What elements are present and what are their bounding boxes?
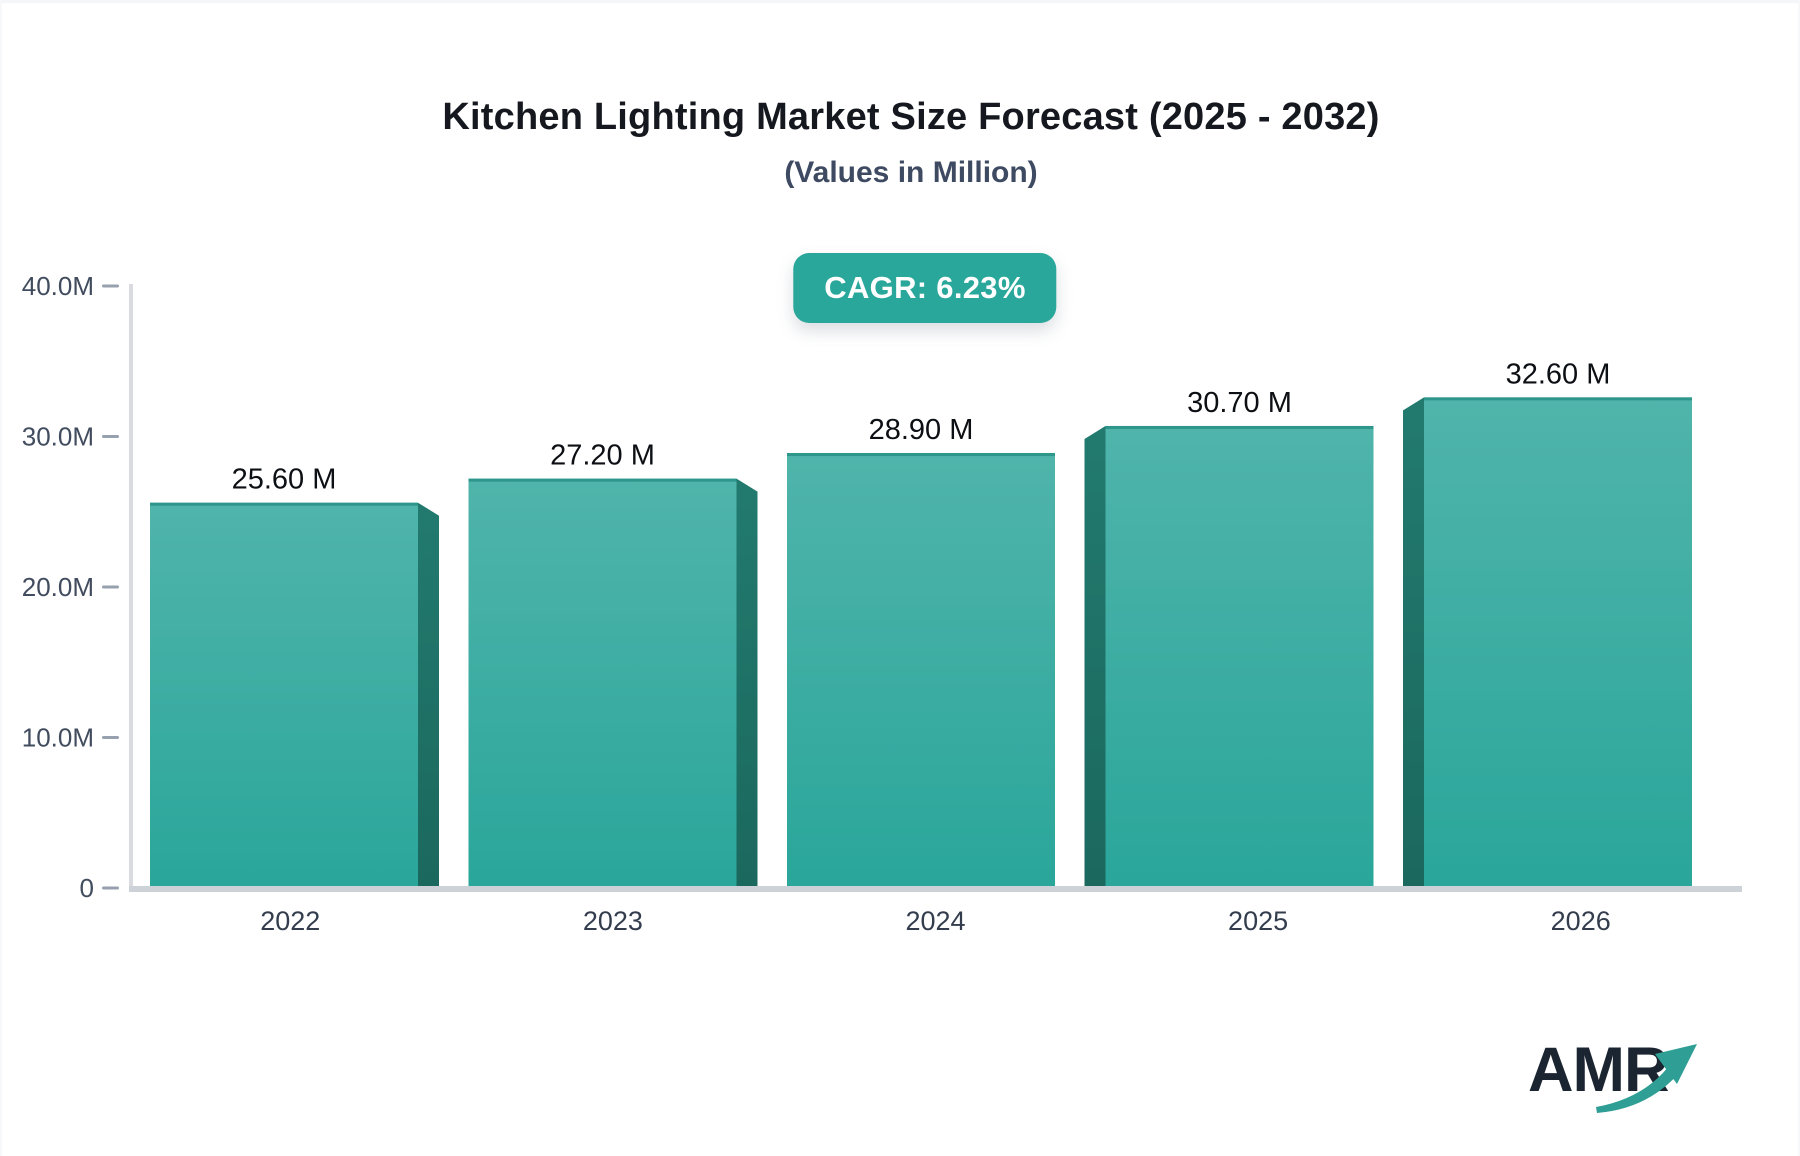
bar-top-edge-2026 xyxy=(1424,397,1692,401)
y-tick xyxy=(102,886,119,890)
bar-2025 xyxy=(1105,425,1374,888)
amr-logo: AMR xyxy=(1528,1035,1697,1113)
y-tick-label: 0 xyxy=(80,873,94,903)
y-tick xyxy=(102,435,119,438)
y-tick-label: 40.0M xyxy=(22,271,94,301)
bar-side-2026 xyxy=(1403,397,1424,888)
cagr-badge: CAGR: 6.23% xyxy=(793,253,1057,323)
x-axis-label: 2025 xyxy=(1228,906,1288,936)
bar-top-edge-2024 xyxy=(787,453,1055,457)
bar-2022 xyxy=(150,502,418,888)
x-axis-label: 2023 xyxy=(583,906,643,936)
bar-value-label: 32.60 M xyxy=(1506,358,1611,390)
y-tick xyxy=(102,284,119,288)
bar-2026 xyxy=(1424,397,1692,888)
bar-side-2023 xyxy=(736,478,758,888)
bar-value-label: 30.70 M xyxy=(1187,387,1292,419)
x-axis-line xyxy=(129,886,1742,892)
y-axis-line xyxy=(129,284,133,890)
y-tick xyxy=(102,585,119,589)
bar-top-edge-2025 xyxy=(1105,425,1374,429)
bar-2023 xyxy=(468,478,737,888)
bar-side-2025 xyxy=(1084,425,1106,888)
x-axis-label: 2022 xyxy=(260,906,320,936)
x-axis-label: 2026 xyxy=(1551,906,1611,936)
y-tick-label: 20.0M xyxy=(22,572,94,602)
chart-header: Kitchen Lighting Market Size Forecast (2… xyxy=(0,0,1800,190)
y-tick-label: 10.0M xyxy=(22,723,94,753)
chart-title: Kitchen Lighting Market Size Forecast (2… xyxy=(442,96,1380,138)
y-tick xyxy=(102,736,119,739)
bar-top-edge-2023 xyxy=(468,478,737,482)
bar-top-edge-2022 xyxy=(150,502,418,506)
bar-value-label: 25.60 M xyxy=(232,464,337,496)
bar-side-2022 xyxy=(418,502,439,888)
x-axis-label: 2024 xyxy=(905,906,965,936)
y-tick-label: 30.0M xyxy=(22,422,94,452)
chart-subtitle: (Values in Million) xyxy=(784,155,1038,189)
bar-value-label: 28.90 M xyxy=(869,414,974,446)
bar-value-label: 27.20 M xyxy=(550,440,655,472)
bar-2024 xyxy=(787,453,1055,888)
amr-logo-arrow-head-icon xyxy=(1655,1044,1697,1084)
